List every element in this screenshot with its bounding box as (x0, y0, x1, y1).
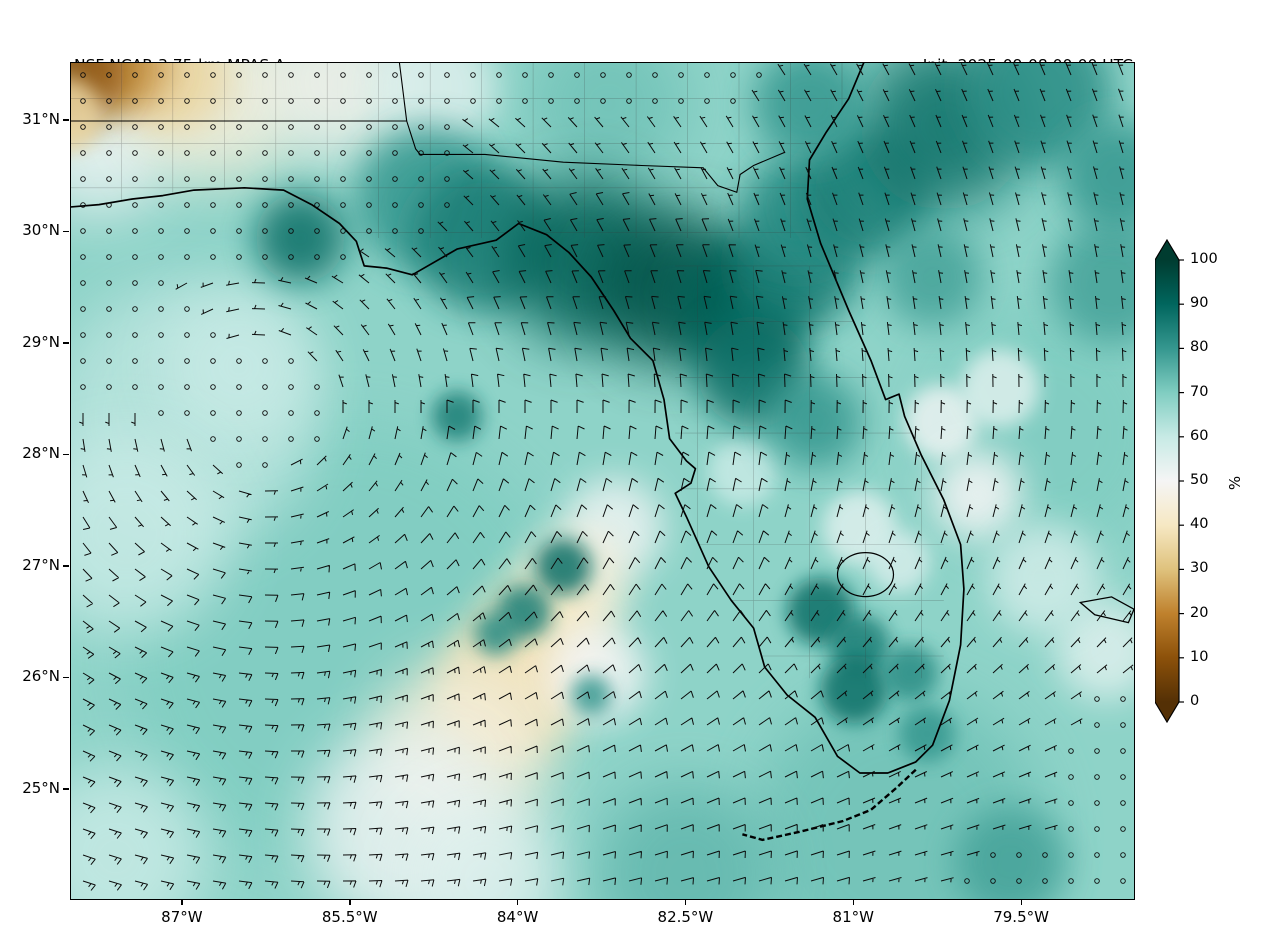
colorbar-tick-label: 40 (1190, 516, 1209, 533)
colorbar-tick-label: 70 (1190, 383, 1209, 400)
coastline (71, 63, 965, 774)
y-tick-label: 28°N (22, 444, 60, 463)
y-tick-label: 29°N (22, 332, 60, 351)
y-tick-label: 31°N (22, 109, 60, 128)
florida-keys (742, 768, 917, 842)
y-axis-tick (63, 342, 69, 344)
colorbar-tick-label: 30 (1190, 560, 1209, 577)
x-tick-label: 84°W (496, 908, 539, 926)
x-tick-label: 82.5°W (657, 908, 714, 926)
x-axis-tick (852, 899, 855, 905)
colorbar-tick-label: 0 (1190, 693, 1200, 709)
colorbar (1154, 238, 1189, 727)
map-canvas (71, 63, 1134, 899)
y-axis-tick (63, 788, 69, 790)
y-axis-tick (63, 119, 69, 121)
colorbar-tick-label: 50 (1190, 472, 1209, 488)
x-tick-label: 81°W (832, 908, 874, 926)
y-axis-tick (63, 453, 69, 456)
map-plot (70, 62, 1135, 900)
x-tick-label: 87°W (161, 908, 203, 926)
y-tick-label: 26°N (22, 667, 60, 686)
y-tick-label: 25°N (22, 778, 60, 797)
state-border-al-ga (398, 63, 408, 122)
state-border (71, 120, 786, 194)
wind-barbs (79, 63, 1134, 891)
y-tick-label: 30°N (22, 221, 60, 240)
y-axis-tick (63, 565, 69, 567)
colorbar-unit-label: % (1226, 475, 1245, 491)
colorbar-gradient (1154, 238, 1180, 724)
x-axis-tick (349, 899, 351, 905)
x-tick-label: 85.5°W (321, 908, 378, 926)
y-axis-tick (63, 676, 69, 679)
calm-wind-circles (80, 72, 1126, 884)
y-axis-tick (63, 230, 69, 233)
colorbar-tick-label: 100 (1190, 251, 1218, 267)
y-tick-label: 27°N (22, 555, 60, 574)
colorbar-tick-label: 10 (1190, 648, 1209, 665)
lake-okeechobee (836, 552, 895, 598)
colorbar-tick-label: 60 (1190, 427, 1209, 444)
colorbar-canvas (1154, 238, 1184, 724)
colorbar-tick-label: 90 (1190, 295, 1209, 312)
x-tick-label: 79.5°W (993, 908, 1049, 926)
x-axis-tick (1020, 899, 1022, 905)
colorbar-tick-label: 20 (1190, 604, 1209, 621)
x-axis-tick (684, 899, 687, 905)
colorbar-tick-label: 80 (1190, 339, 1209, 356)
x-axis-tick (517, 899, 519, 905)
x-axis-tick (181, 899, 183, 905)
humidity-field (71, 63, 1134, 899)
